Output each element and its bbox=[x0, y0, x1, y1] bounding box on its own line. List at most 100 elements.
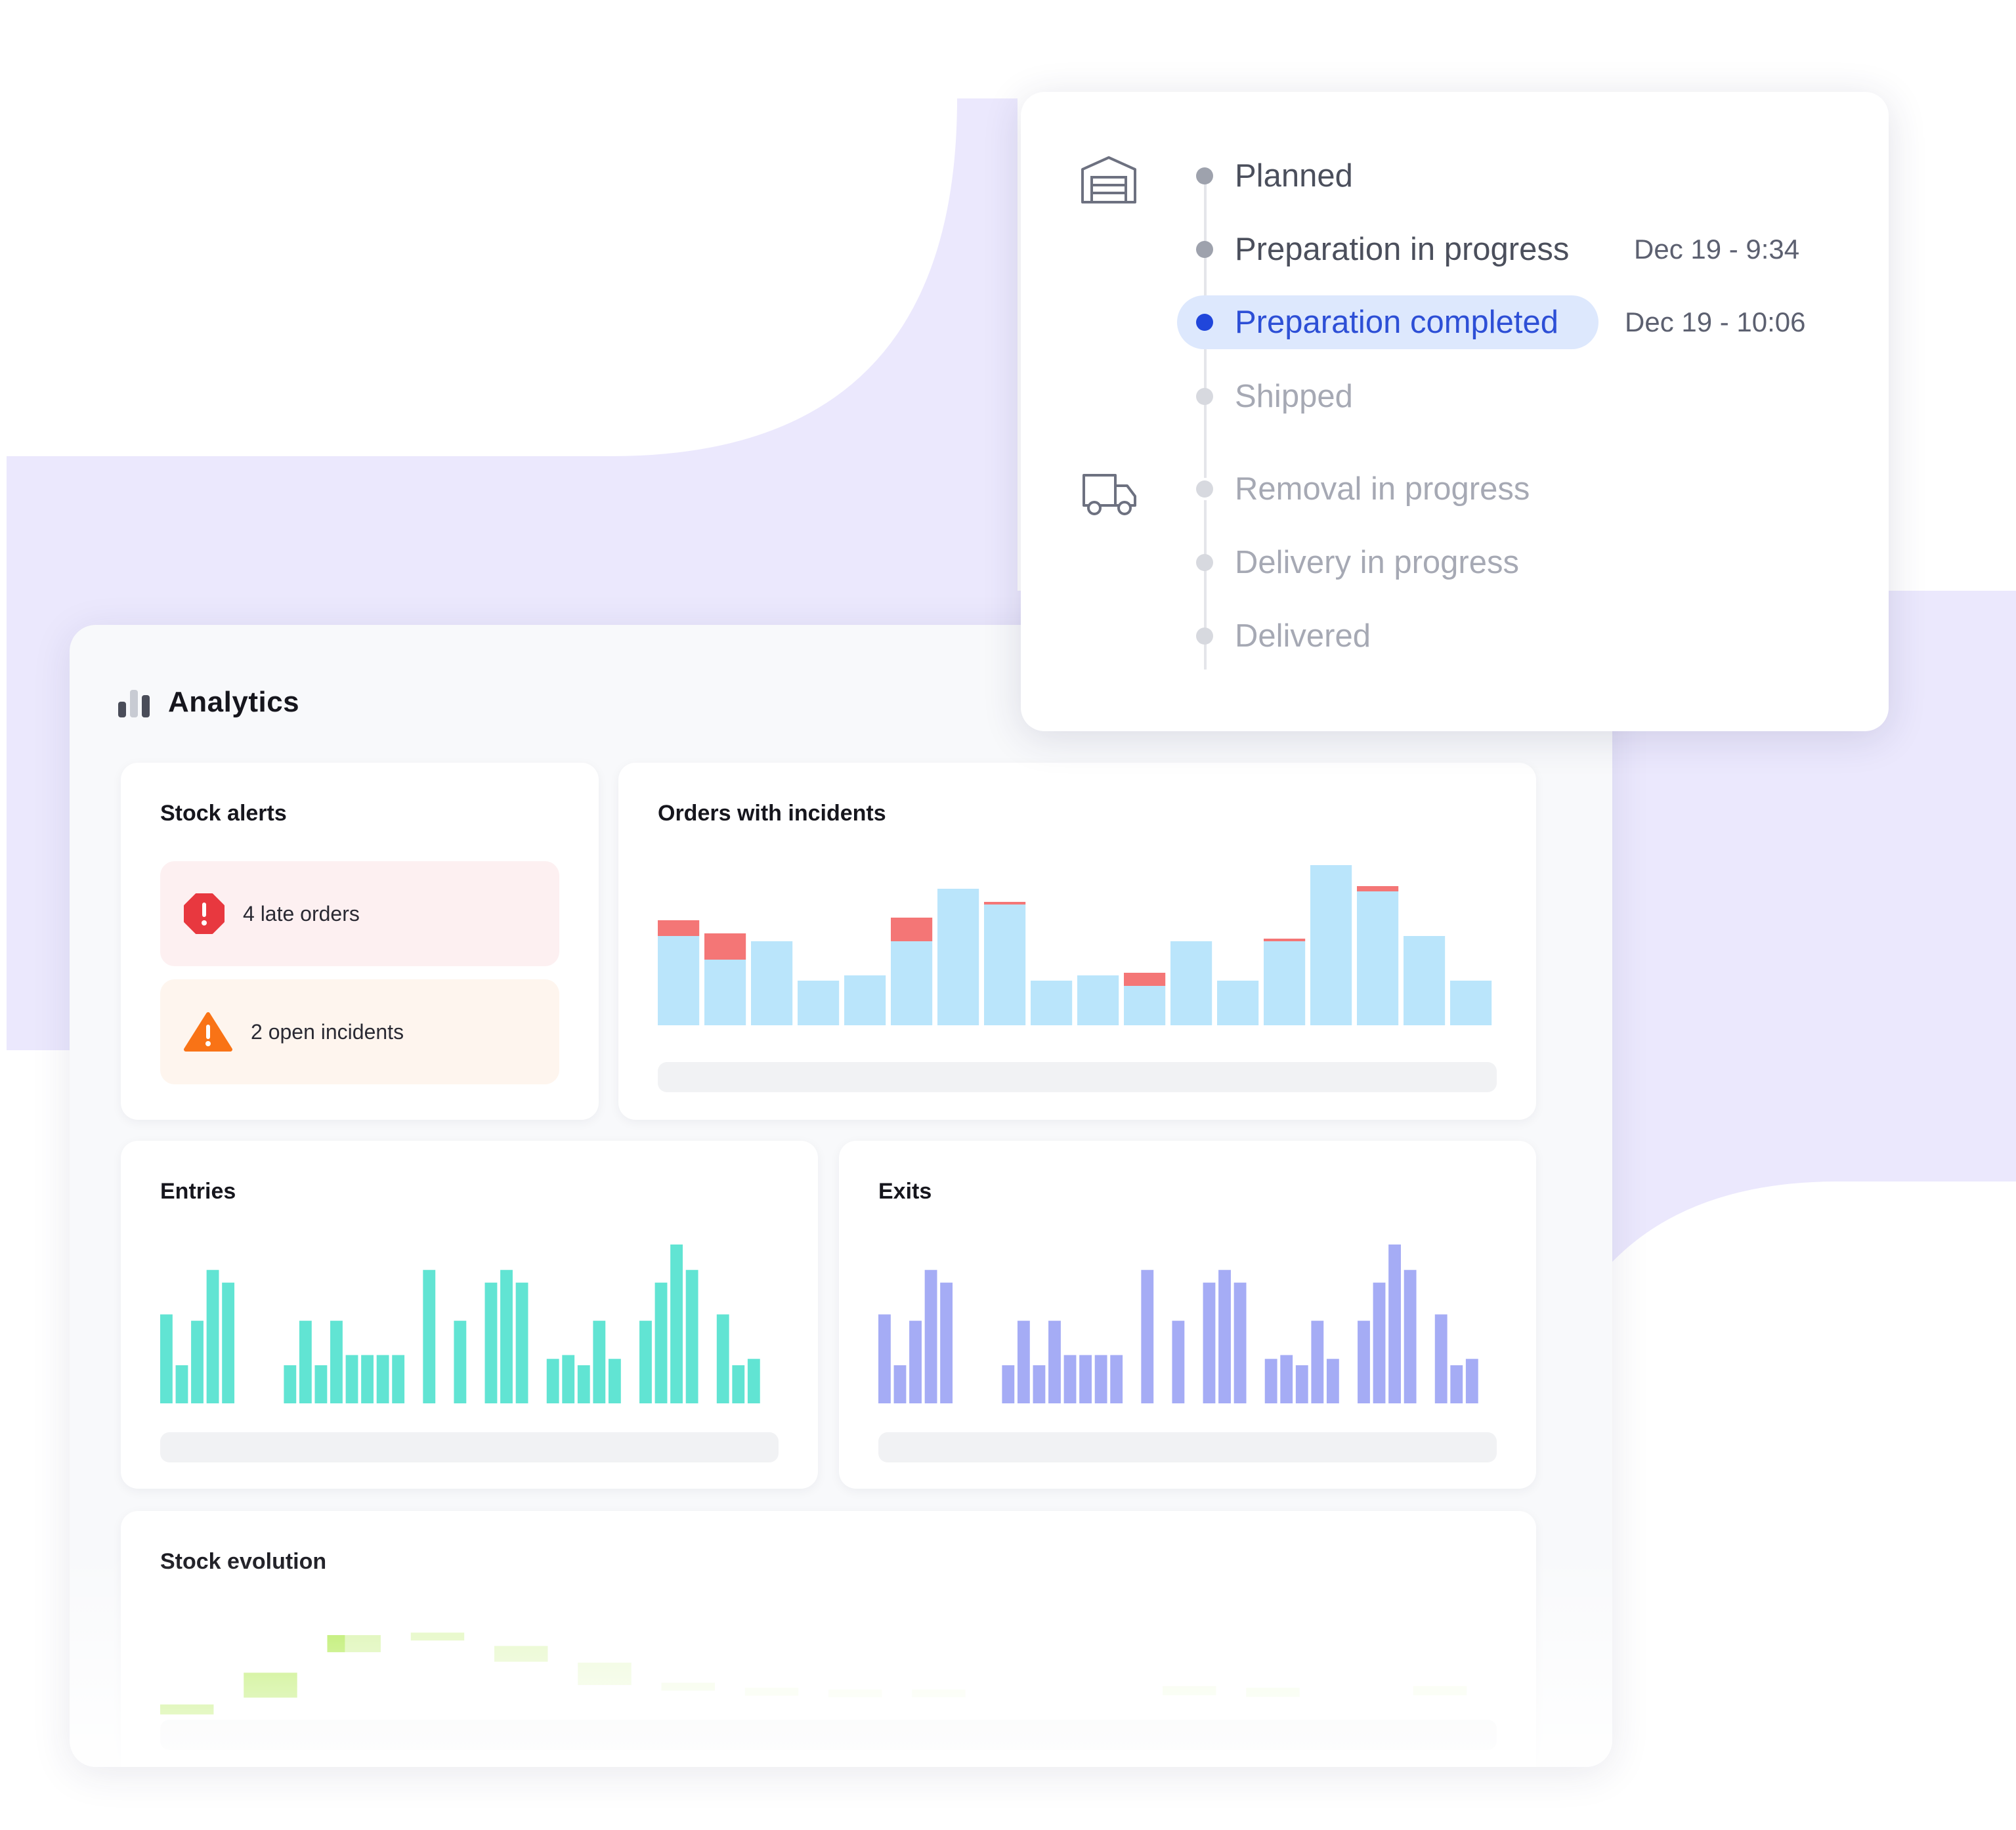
card-title: Exits bbox=[878, 1179, 932, 1204]
entries-bar bbox=[500, 1269, 513, 1403]
exits-bar bbox=[1373, 1283, 1386, 1403]
stock-bar bbox=[828, 1689, 882, 1697]
active-step-highlight bbox=[1177, 295, 1598, 349]
orders-bar bbox=[1404, 936, 1446, 1025]
chart-scrollbar[interactable] bbox=[658, 1062, 1497, 1092]
card-title: Entries bbox=[160, 1179, 236, 1204]
incident-bar bbox=[891, 918, 933, 941]
exits-bar bbox=[1048, 1321, 1061, 1403]
exits-bar bbox=[1388, 1245, 1401, 1403]
orders-bar bbox=[1450, 981, 1492, 1025]
orders-bar bbox=[844, 975, 886, 1025]
orders-bar bbox=[658, 936, 700, 1025]
step-label: Preparation completed bbox=[1235, 305, 1559, 340]
stock-evolution-card: Stock evolution bbox=[121, 1511, 1536, 1767]
orders-bar bbox=[891, 941, 933, 1025]
entries-bar bbox=[191, 1321, 204, 1403]
orders-bar bbox=[937, 889, 979, 1025]
exits-bar bbox=[924, 1269, 937, 1403]
stock-bar-highlight bbox=[327, 1635, 345, 1653]
card-title: Stock evolution bbox=[160, 1549, 327, 1574]
exits-bar bbox=[1033, 1365, 1046, 1403]
open-incidents-label: 2 open incidents bbox=[251, 1019, 404, 1044]
stock-bar bbox=[1163, 1686, 1216, 1695]
exits-bar bbox=[1280, 1355, 1293, 1403]
entries-chart bbox=[160, 1245, 760, 1403]
status-dot bbox=[1196, 314, 1213, 331]
stock-bar bbox=[160, 1704, 214, 1714]
entries-bar bbox=[593, 1321, 606, 1403]
step-label: Delivery in progress bbox=[1235, 545, 1519, 580]
step-label: Preparation in progress bbox=[1235, 232, 1570, 267]
entries-bar bbox=[546, 1359, 559, 1403]
status-dot bbox=[1196, 480, 1213, 498]
exits-bar bbox=[1358, 1321, 1370, 1403]
orders-bar bbox=[1217, 981, 1259, 1025]
orders-bar bbox=[1077, 975, 1119, 1025]
step-preparation-completed[interactable]: Preparation completed Dec 19 - 10:06 bbox=[1191, 296, 1806, 349]
exits-card: Exits bbox=[839, 1141, 1536, 1489]
exits-bar bbox=[1264, 1359, 1277, 1403]
stock-bar bbox=[578, 1663, 632, 1686]
entries-bar bbox=[732, 1365, 745, 1403]
open-incidents-alert[interactable]: 2 open incidents bbox=[160, 979, 559, 1084]
status-dot bbox=[1196, 167, 1213, 184]
chart-scrollbar[interactable] bbox=[878, 1432, 1497, 1462]
chart-scrollbar[interactable] bbox=[160, 1432, 779, 1462]
exits-bar bbox=[1450, 1365, 1463, 1403]
exits-bar bbox=[1233, 1283, 1247, 1403]
late-orders-alert[interactable]: 4 late orders bbox=[160, 861, 559, 966]
status-dot bbox=[1196, 554, 1213, 571]
orders-bar bbox=[704, 960, 746, 1025]
exits-bar bbox=[878, 1314, 891, 1403]
entries-bar bbox=[284, 1365, 297, 1403]
stock-bar bbox=[244, 1672, 297, 1698]
exits-bar bbox=[893, 1365, 907, 1403]
exits-bar bbox=[1079, 1355, 1092, 1403]
incident-bar bbox=[704, 933, 746, 960]
exits-chart bbox=[878, 1245, 1478, 1403]
delivery-truck-icon bbox=[1083, 474, 1136, 515]
entries-bar bbox=[361, 1355, 374, 1403]
warning-triangle-icon bbox=[184, 1012, 232, 1052]
orders-incidents-card: Orders with incidents bbox=[618, 763, 1536, 1120]
entries-bar bbox=[175, 1365, 188, 1403]
status-dot bbox=[1196, 628, 1213, 645]
entries-bar bbox=[716, 1314, 729, 1403]
warehouse-icon bbox=[1081, 156, 1136, 203]
entries-bar bbox=[299, 1321, 312, 1403]
step-label: Delivered bbox=[1235, 618, 1371, 654]
exits-bar bbox=[1465, 1359, 1478, 1403]
entries-bar bbox=[392, 1355, 405, 1403]
exits-bar bbox=[940, 1283, 953, 1403]
orders-bar bbox=[1357, 891, 1399, 1025]
orders-bar bbox=[1031, 981, 1073, 1025]
exits-bar bbox=[1172, 1321, 1185, 1403]
incident-bar bbox=[1264, 939, 1306, 941]
entries-bar bbox=[577, 1365, 590, 1403]
entries-bar bbox=[562, 1355, 575, 1403]
entries-bar bbox=[345, 1355, 358, 1403]
orders-bar bbox=[1170, 941, 1212, 1025]
exits-bar bbox=[1017, 1321, 1030, 1403]
stock-bar bbox=[1246, 1688, 1300, 1697]
exits-bar bbox=[909, 1321, 922, 1403]
chart-scrollbar[interactable] bbox=[160, 1720, 1497, 1750]
entries-bar bbox=[206, 1269, 219, 1403]
entries-bar bbox=[670, 1245, 683, 1403]
exits-bar bbox=[1063, 1355, 1077, 1403]
entries-bar bbox=[639, 1321, 652, 1403]
entries-bar bbox=[747, 1359, 760, 1403]
step-label: Shipped bbox=[1235, 379, 1353, 414]
exits-bar bbox=[1326, 1359, 1339, 1403]
step-preparation-in-progress: Preparation in progress Dec 19 - 9:34 bbox=[1191, 223, 1799, 276]
orders-bar bbox=[798, 981, 840, 1025]
exits-bar bbox=[1094, 1355, 1107, 1403]
step-shipped: Shipped bbox=[1191, 370, 1353, 423]
late-orders-label: 4 late orders bbox=[243, 901, 360, 926]
entries-bar bbox=[685, 1269, 698, 1403]
stock-bar bbox=[410, 1632, 465, 1641]
orders-bar bbox=[751, 941, 793, 1025]
step-label: Removal in progress bbox=[1235, 471, 1530, 507]
exits-bar bbox=[1311, 1321, 1324, 1403]
